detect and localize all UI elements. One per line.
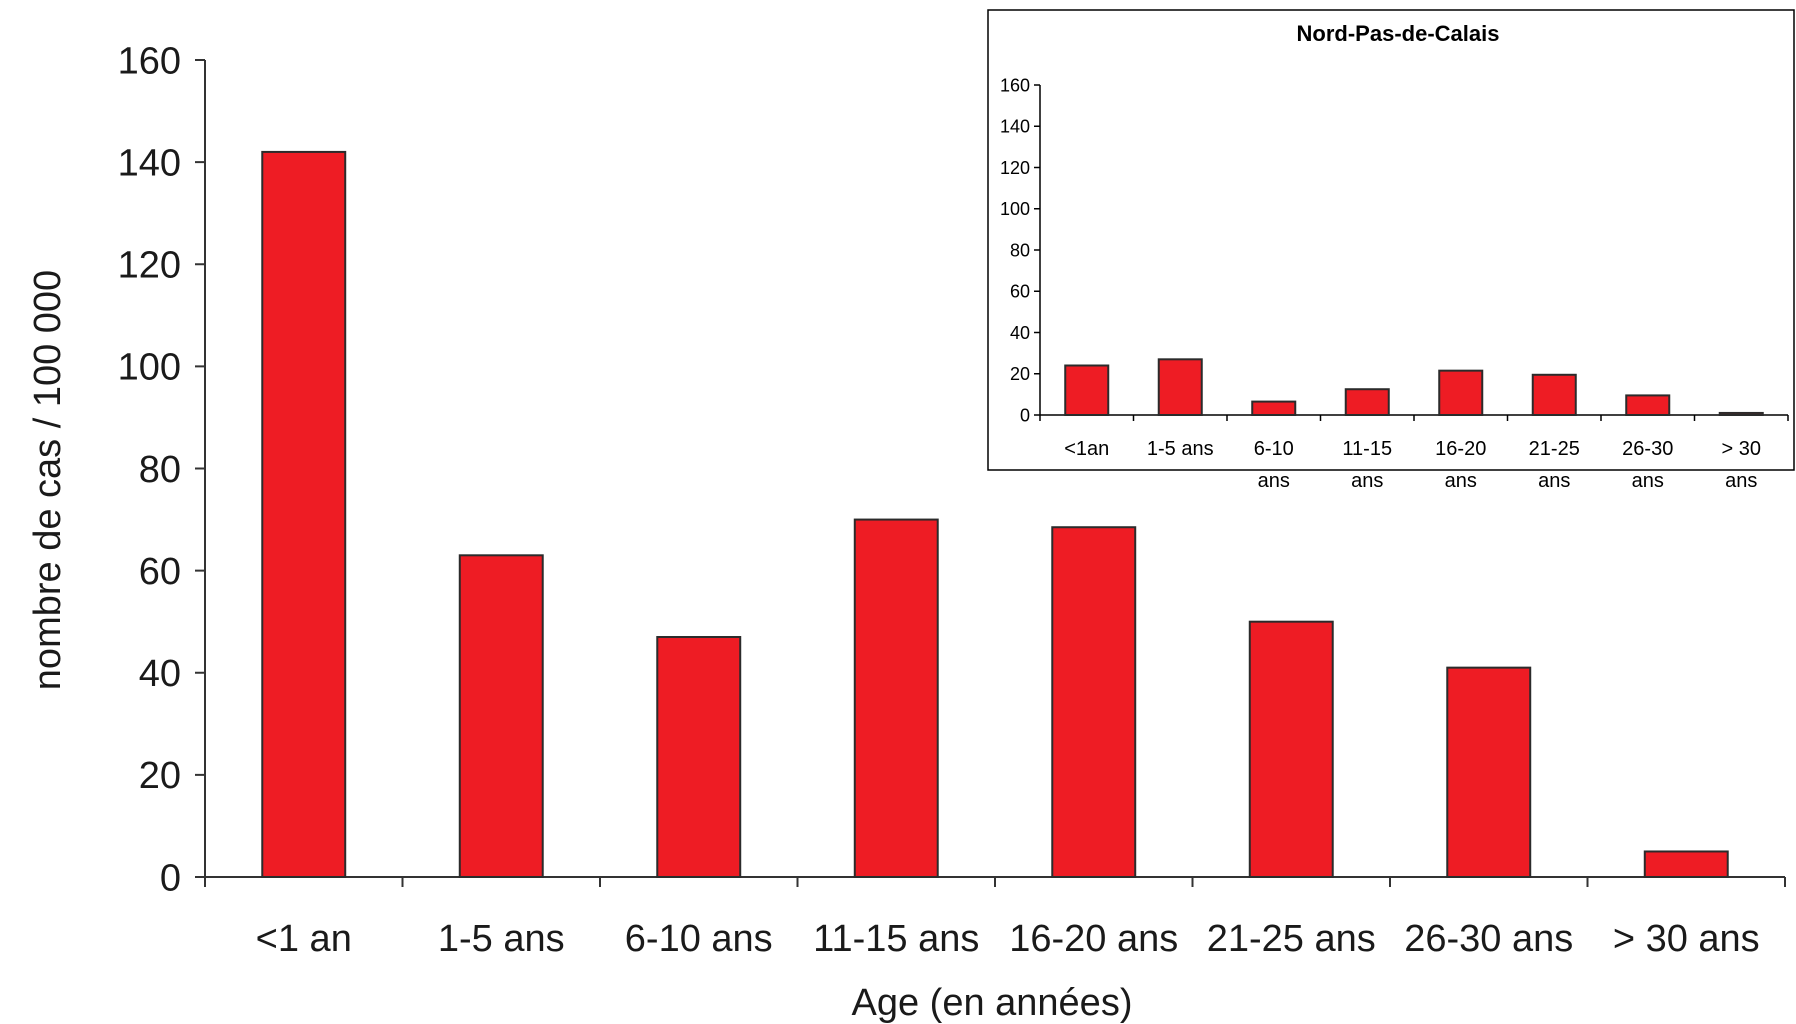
inset-y-tick-label: 60 <box>1010 282 1030 302</box>
main-bar-2 <box>656 636 742 878</box>
inset-title: Nord-Pas-de-Calais <box>1297 21 1500 46</box>
inset-bar-0 <box>1064 364 1110 416</box>
inset-bar-6 <box>1625 394 1671 416</box>
main-y-tick-label: 60 <box>139 551 181 593</box>
inset-x-category-label: 16-20 <box>1435 438 1486 460</box>
main-bar-6 <box>1446 666 1532 878</box>
main-x-category-label: 21-25 ans <box>1207 918 1376 960</box>
inset-bar-2 <box>1251 400 1297 416</box>
inset-y-tick-label: 140 <box>1000 117 1030 137</box>
main-y-tick-label: 20 <box>139 755 181 797</box>
inset-y-tick-label: 0 <box>1020 405 1030 425</box>
inset-x-category-label: <1an <box>1064 438 1109 460</box>
main-y-tick-label: 120 <box>118 245 181 287</box>
main-x-category-label: 6-10 ans <box>625 918 773 960</box>
main-chart: 0 20 40 60 80 100 120 140 160 <1 an 1-5 ans 6-10 an… <box>27 40 1786 1024</box>
main-x-category-label: 1-5 ans <box>438 918 565 960</box>
main-y-axis-title: nombre de cas / 100 000 <box>27 270 69 690</box>
inset-x-category-label: ans <box>1725 470 1757 492</box>
main-y-tick-label: 160 <box>118 40 181 82</box>
main-x-category-label: 26-30 ans <box>1404 918 1573 960</box>
inset-bar-3 <box>1344 388 1390 416</box>
inset-x-category-label: ans <box>1445 470 1477 492</box>
main-y-tick-label: 80 <box>139 449 181 491</box>
inset-y-tick-label: 40 <box>1010 323 1030 343</box>
inset-bar-1 <box>1157 358 1203 416</box>
main-y-tick-label: 40 <box>139 653 181 695</box>
main-x-category-label: 11-15 ans <box>813 918 979 960</box>
inset-x-category-label: 1-5 ans <box>1147 438 1214 460</box>
main-bar-4 <box>1051 526 1137 878</box>
inset-x-category-label: ans <box>1351 470 1383 492</box>
inset-y-tick-label: 160 <box>1000 75 1030 95</box>
main-bar-0 <box>261 150 347 879</box>
inset-x-category-label: ans <box>1632 470 1664 492</box>
inset-y-tick-label: 100 <box>1000 199 1030 219</box>
main-bar-5 <box>1248 620 1334 878</box>
inset-frame <box>987 9 1795 471</box>
inset-x-category-label: 11-15 <box>1342 438 1392 460</box>
inset-bar-5 <box>1531 373 1577 416</box>
inset-x-category-label: 6-10 <box>1254 438 1294 460</box>
inset-bar-4 <box>1438 369 1484 416</box>
main-x-category-label: > 30 ans <box>1613 918 1760 960</box>
inset-x-category-label: > 30 <box>1722 438 1761 460</box>
main-y-tick-label: 140 <box>118 142 181 184</box>
main-x-category-label: 16-20 ans <box>1009 918 1178 960</box>
inset-chart-nord-pas-de-calais: Nord-Pas-de-Calais 0 20 40 60 80 100 120 140 160 <… <box>987 9 1795 492</box>
main-x-axis-title: Age (en années) <box>852 982 1133 1024</box>
inset-y-tick-label: 80 <box>1010 240 1030 260</box>
main-bar-7 <box>1643 850 1729 878</box>
inset-x-category-label: 26-30 <box>1622 438 1673 460</box>
inset-y-tick-label: 120 <box>1000 158 1030 178</box>
inset-y-tick-label: 20 <box>1010 364 1030 384</box>
main-bar-1 <box>458 554 544 879</box>
inset-x-category-label: ans <box>1538 470 1570 492</box>
inset-x-category-label: ans <box>1258 470 1290 492</box>
main-bar-3 <box>853 518 939 878</box>
inset-x-category-label: 21-25 <box>1529 438 1580 460</box>
inset-bar-7 <box>1718 411 1764 416</box>
main-y-tick-label: 100 <box>118 347 181 389</box>
main-x-category-label: <1 an <box>256 918 352 960</box>
main-y-tick-label: 0 <box>160 857 181 899</box>
